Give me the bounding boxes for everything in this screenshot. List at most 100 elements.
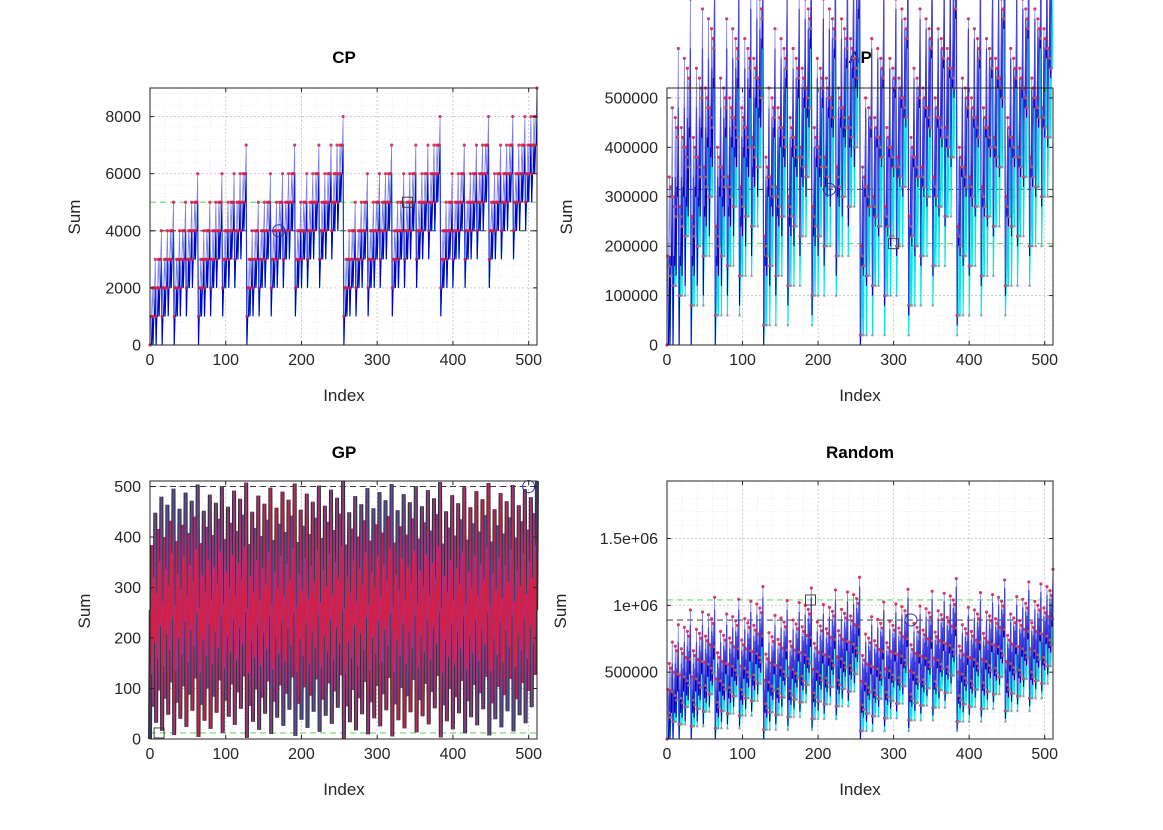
data-point: [449, 200, 454, 204]
data-point-lower: [782, 136, 786, 139]
data-point: [858, 575, 862, 579]
data-point-lower: [701, 660, 704, 663]
data-point: [269, 286, 273, 290]
x-tick-label: 300: [880, 746, 907, 763]
y-tick-label: 500000: [605, 90, 658, 107]
data-point: [682, 56, 686, 60]
data-point: [1019, 76, 1023, 80]
data-point-lower: [686, 705, 690, 709]
data-point-lower: [904, 684, 908, 688]
data-point: [719, 76, 723, 80]
data-point: [183, 229, 187, 233]
data-point: [815, 56, 819, 60]
data-point-lower: [747, 696, 750, 700]
data-point: [250, 229, 254, 233]
data-point-lower: [984, 686, 988, 689]
data-point: [244, 143, 248, 147]
data-point-lower: [785, 674, 788, 678]
data-point-lower: [934, 706, 938, 709]
data-point-lower: [1043, 195, 1046, 199]
data-point-lower: [994, 666, 997, 670]
data-point: [898, 631, 903, 635]
data-point-lower: [982, 274, 986, 278]
data-point-lower: [831, 685, 835, 689]
data-point-lower: [945, 665, 949, 669]
data-point-lower: [958, 314, 962, 317]
data-point-lower: [682, 225, 685, 228]
data-point-lower: [674, 284, 678, 287]
data-point: [945, 615, 949, 619]
data-point: [190, 257, 195, 261]
data-point: [706, 613, 711, 617]
data-point: [478, 200, 482, 204]
data-point: [941, 617, 945, 621]
data-point: [299, 257, 304, 261]
data-point: [510, 143, 514, 147]
data-point-lower: [770, 684, 774, 688]
data-point: [1021, 597, 1025, 601]
data-point: [1025, 606, 1029, 610]
data-point: [922, 96, 927, 100]
data-point: [290, 200, 294, 204]
data-point: [705, 96, 709, 100]
data-point-lower: [984, 205, 988, 208]
data-point-lower: [857, 651, 861, 655]
data-point-lower: [734, 668, 738, 672]
data-point-lower: [1015, 76, 1019, 80]
data-point-lower: [978, 136, 982, 139]
data-point: [703, 634, 708, 638]
data-point-lower: [988, 136, 991, 139]
data-point: [256, 200, 260, 204]
data-point-lower: [1037, 185, 1040, 189]
data-point-lower: [792, 284, 796, 287]
data-point: [166, 286, 170, 290]
data-point-lower: [728, 686, 731, 689]
data-point: [1004, 659, 1008, 664]
data-point-lower: [695, 155, 698, 159]
data-point: [676, 623, 680, 627]
data-point-lower: [942, 641, 946, 645]
data-point: [284, 229, 288, 233]
data-point: [787, 195, 791, 199]
data-point: [930, 589, 934, 593]
data-point-lower: [875, 215, 879, 218]
data-point-lower: [1045, 47, 1049, 50]
data-point-lower: [683, 722, 687, 726]
data-point-lower: [1010, 284, 1013, 287]
data-point-lower: [861, 254, 864, 258]
data-point: [856, 601, 860, 605]
data-point-lower: [858, 625, 861, 629]
data-point-lower: [834, 638, 837, 641]
data-point: [424, 200, 428, 204]
data-point: [330, 229, 334, 233]
data-point: [157, 286, 161, 290]
data-point-lower: [985, 707, 989, 711]
data-point: [160, 314, 164, 319]
data-point: [744, 647, 748, 651]
data-point-lower: [888, 146, 892, 149]
data-point: [177, 229, 182, 233]
data-point: [900, 7, 904, 11]
data-point: [904, 27, 909, 31]
data-point-lower: [689, 658, 692, 661]
data-point: [396, 257, 401, 261]
data-point-lower: [882, 76, 886, 80]
data-point-lower: [867, 195, 870, 199]
data-point: [993, 56, 998, 60]
data-point: [670, 640, 674, 644]
data-point: [1021, 0, 1025, 1]
y-tick-label: 400000: [605, 140, 658, 157]
data-point-lower: [861, 703, 864, 707]
data-point-lower: [776, 687, 780, 691]
data-point-lower: [991, 66, 994, 70]
data-point-lower: [736, 136, 740, 139]
data-point: [900, 605, 904, 609]
data-point-lower: [753, 225, 756, 228]
data-point-lower: [765, 728, 769, 731]
data-point-lower: [979, 640, 982, 644]
x-tick-label: 100: [729, 352, 756, 369]
data-point: [817, 650, 821, 654]
data-point: [450, 172, 454, 176]
data-point: [528, 143, 532, 147]
data-point-lower: [970, 679, 973, 683]
